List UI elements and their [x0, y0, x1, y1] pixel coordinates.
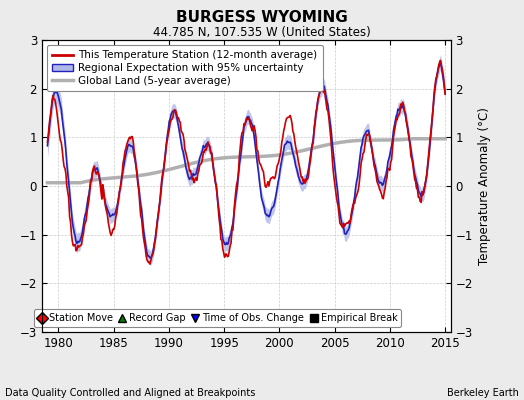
Text: Data Quality Controlled and Aligned at Breakpoints: Data Quality Controlled and Aligned at B… — [5, 388, 256, 398]
Text: BURGESS WYOMING: BURGESS WYOMING — [176, 10, 348, 25]
Legend: Station Move, Record Gap, Time of Obs. Change, Empirical Break: Station Move, Record Gap, Time of Obs. C… — [34, 309, 401, 327]
Y-axis label: Temperature Anomaly (°C): Temperature Anomaly (°C) — [478, 107, 492, 265]
Text: 44.785 N, 107.535 W (United States): 44.785 N, 107.535 W (United States) — [153, 26, 371, 39]
Text: Berkeley Earth: Berkeley Earth — [447, 388, 519, 398]
